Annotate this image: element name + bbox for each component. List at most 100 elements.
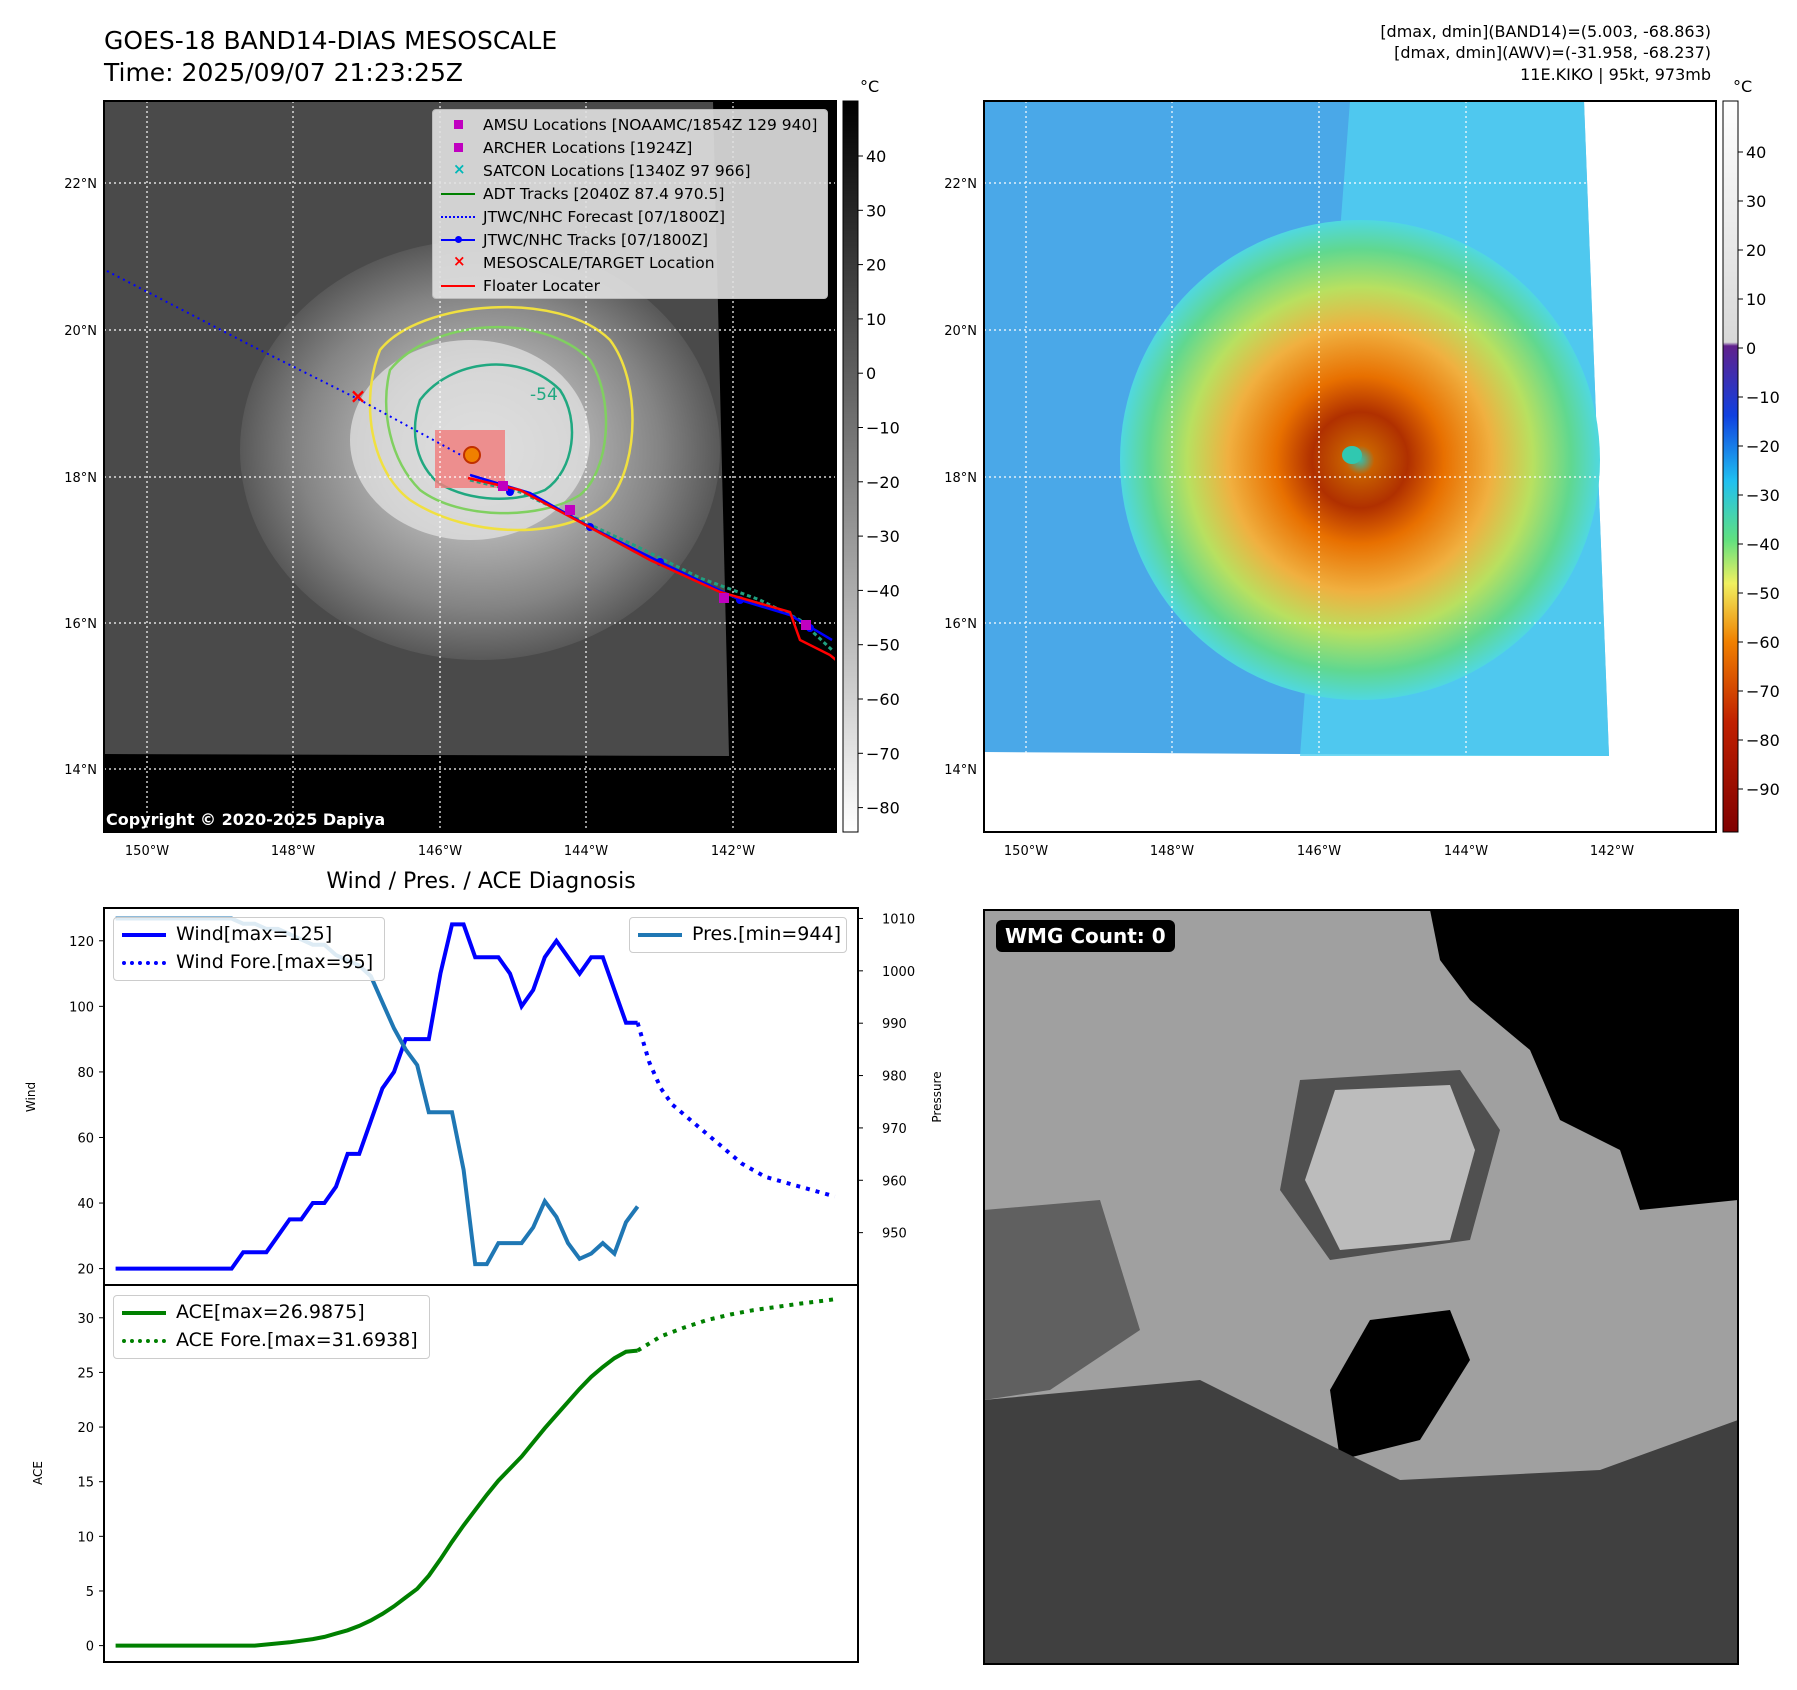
lat-tick-label: 20°N: [944, 324, 977, 339]
color-map-panel: [983, 100, 1717, 833]
legend-label: Floater Locater: [483, 277, 600, 295]
figure-title: GOES-18 BAND14-DIAS MESOSCALE: [104, 26, 558, 55]
legend-entry: JTWC/NHC Forecast [07/1800Z]: [433, 206, 827, 228]
wmg-black-region: [1430, 910, 1738, 1210]
y-axis-label-right: Pressure: [930, 1071, 944, 1122]
contour-label: -54: [530, 385, 558, 405]
legend-entry: Wind[max=125]: [114, 921, 384, 945]
lon-tick-label: 146°W: [1297, 844, 1341, 859]
lon-tick-label: 144°W: [564, 844, 608, 859]
y-tick-label: 5: [86, 1585, 94, 1600]
wmg-black-region: [1330, 1310, 1470, 1460]
y-tick-label: 40: [77, 1197, 94, 1212]
map-frame: [103, 100, 837, 833]
dmax-dmin-awv: [dmax, dmin](AWV)=(-31.958, -68.237): [1394, 43, 1711, 62]
wmg-eye: [1305, 1085, 1475, 1250]
legend-symbol: [441, 279, 477, 293]
legend-label: Wind Fore.[max=95]: [176, 951, 374, 973]
legend-entry: JTWC/NHC Tracks [07/1800Z]: [433, 229, 827, 251]
series-line-ace-fore--max---------: [636, 1297, 836, 1353]
y-tick-label: 120: [69, 935, 94, 950]
color-colorbar-tick-label: −40: [1746, 535, 1780, 554]
amsu-location: [719, 593, 729, 603]
y-tick-label-right: 990: [882, 1017, 907, 1032]
lat-tick-label: 14°N: [944, 763, 977, 778]
lat-tick-label: 14°N: [64, 763, 97, 778]
gray-colorbar-tick-label: 10: [866, 310, 886, 329]
series-line-wind-fore--max----: [635, 1022, 836, 1199]
color-colorbar-tick-label: 30: [1746, 192, 1766, 211]
colorbar-unit: °C: [1733, 77, 1752, 96]
figure-time: Time: 2025/09/07 21:23:25Z: [104, 58, 463, 87]
legend-entry: Wind Fore.[max=95]: [114, 949, 384, 973]
y-tick-label: 100: [69, 1000, 94, 1015]
contour-teal: [413, 363, 574, 500]
color-colorbar-tick-label: 0: [1746, 339, 1756, 358]
lat-tick-label: 16°N: [944, 617, 977, 632]
legend-symbol: [441, 187, 477, 201]
legend-symbol: ×: [453, 160, 466, 178]
legend-symbol: [441, 141, 477, 155]
color-colorbar-tick-label: −90: [1746, 780, 1780, 799]
wind-legend: Wind[max=125] Wind Fore.[max=95]: [113, 917, 385, 981]
map-frame: [983, 100, 1717, 833]
lon-tick-label: 144°W: [1444, 844, 1488, 859]
legend-label: SATCON Locations [1340Z 97 966]: [483, 162, 751, 180]
legend-symbol: ×: [453, 252, 466, 270]
legend-entry: ARCHER Locations [1924Z]: [433, 137, 827, 159]
amsu-location: [498, 481, 508, 491]
color-colorbar-tick-label: −80: [1746, 731, 1780, 750]
legend-label: JTWC/NHC Forecast [07/1800Z]: [483, 208, 726, 226]
lat-tick-label: 22°N: [64, 177, 97, 192]
gray-colorbar-tick-label: −10: [866, 419, 900, 438]
y-tick-label-right: 950: [882, 1227, 907, 1242]
wmg-dark-region: [984, 1380, 1738, 1664]
y-tick-label: 20: [77, 1421, 94, 1436]
legend-entry: ADT Tracks [2040Z 87.4 970.5]: [433, 183, 827, 205]
amsu-location: [801, 620, 811, 630]
y-tick-label: 0: [86, 1640, 94, 1655]
legend-entry: AMSU Locations [NOAAMC/1854Z 129 940]: [433, 114, 827, 136]
legend-label: JTWC/NHC Tracks [07/1800Z]: [483, 231, 709, 249]
colorbar-unit: °C: [860, 77, 879, 96]
color-colorbar-tick-label: −70: [1746, 682, 1780, 701]
legend-label: AMSU Locations [NOAAMC/1854Z 129 940]: [483, 116, 818, 134]
lat-tick-label: 18°N: [944, 471, 977, 486]
gray-colorbar-tick-label: −50: [866, 636, 900, 655]
gray-colorbar: [842, 100, 859, 833]
legend-label: ADT Tracks [2040Z 87.4 970.5]: [483, 185, 725, 203]
wmg-panel: [983, 909, 1739, 1665]
y-axis-label: Wind: [24, 1082, 38, 1112]
legend-label: Wind[max=125]: [176, 923, 333, 945]
gray-colorbar-tick-label: −40: [866, 581, 900, 600]
lon-tick-label: 146°W: [418, 844, 462, 859]
lon-tick-label: 148°W: [271, 844, 315, 859]
legend-label: ACE[max=26.9875]: [176, 1301, 365, 1323]
y-tick-label: 15: [77, 1476, 94, 1491]
y-tick-label-right: 980: [882, 1070, 907, 1085]
y-tick-label: 25: [77, 1366, 94, 1381]
contour-yellow: [368, 305, 634, 532]
y-tick-label-right: 960: [882, 1174, 907, 1189]
series-line-wind-max-----: [115, 922, 638, 1271]
gray-colorbar-tick-label: 20: [866, 256, 886, 275]
y-tick-label-right: 1010: [882, 912, 915, 927]
legend-symbol: [441, 210, 477, 224]
gray-colorbar-tick-label: −20: [866, 473, 900, 492]
storm-info: 11E.KIKO | 95kt, 973mb: [1520, 65, 1711, 84]
legend-symbol: [122, 955, 166, 969]
legend-entry: × SATCON Locations [1340Z 97 966]: [433, 160, 827, 182]
color-colorbar-tick-label: −10: [1746, 388, 1780, 407]
color-colorbar-tick-label: −60: [1746, 633, 1780, 652]
y-tick-label: 10: [77, 1530, 94, 1545]
gray-colorbar-tick-label: −80: [866, 799, 900, 818]
gray-colorbar-tick-label: 0: [866, 364, 876, 383]
legend-entry: ACE Fore.[max=31.6938]: [114, 1327, 429, 1351]
gray-colorbar-tick-label: 40: [866, 147, 886, 166]
color-colorbar-tick-label: 40: [1746, 143, 1766, 162]
wmg-frame: [983, 909, 1739, 1665]
storm-eye: [1342, 446, 1362, 464]
floater-locater-track: [467, 476, 837, 661]
color-colorbar: [1722, 100, 1739, 833]
